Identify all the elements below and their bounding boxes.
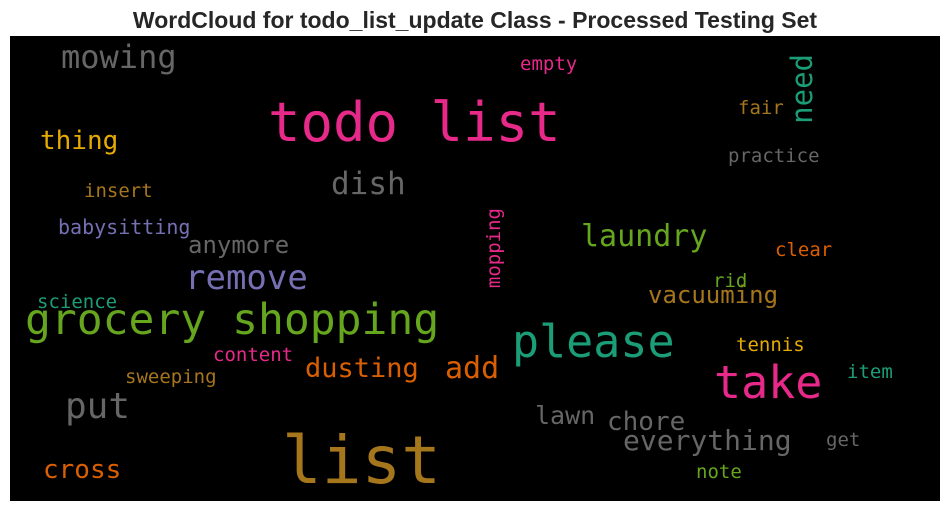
word-sweeping: sweeping [125, 366, 217, 388]
word-fair: fair [738, 97, 784, 119]
word-tennis: tennis [736, 334, 805, 356]
word-grocery-shopping: grocery shopping [25, 295, 440, 345]
word-cross: cross [43, 455, 122, 485]
word-lawn: lawn [535, 401, 596, 430]
word-science: science [37, 291, 118, 313]
wordcloud-canvas: todo list list grocery shopping please take r… [10, 36, 940, 501]
word-practice: practice [728, 145, 820, 167]
word-anymore: anymore [188, 231, 290, 259]
word-note: note [696, 461, 742, 483]
word-need: need [785, 54, 819, 124]
word-get: get [826, 429, 861, 451]
word-remove: remove [185, 258, 308, 298]
word-mopping: mopping [483, 208, 505, 289]
word-rid: rid [713, 270, 748, 292]
word-everything: everything [623, 424, 792, 457]
word-todo-list: todo list [268, 91, 561, 154]
word-item: item [847, 361, 893, 383]
word-list: list [282, 422, 441, 499]
word-add: add [445, 351, 500, 386]
word-please: please [512, 315, 675, 368]
word-dish: dish [331, 166, 406, 202]
word-clear: clear [775, 239, 833, 261]
word-dusting: dusting [305, 353, 419, 384]
word-laundry: laundry [581, 219, 708, 254]
word-mowing: mowing [61, 38, 177, 76]
word-insert: insert [84, 180, 153, 202]
word-content: content [213, 344, 294, 366]
word-empty: empty [520, 53, 578, 75]
word-babysitting: babysitting [58, 215, 191, 239]
word-take: take [714, 356, 823, 409]
word-put: put [65, 386, 131, 427]
word-thing: thing [40, 126, 119, 156]
word-vacuuming: vacuuming [648, 281, 779, 309]
word-chore: chore [607, 407, 686, 437]
chart-title: WordCloud for todo_list_update Class - P… [132, 7, 818, 33]
